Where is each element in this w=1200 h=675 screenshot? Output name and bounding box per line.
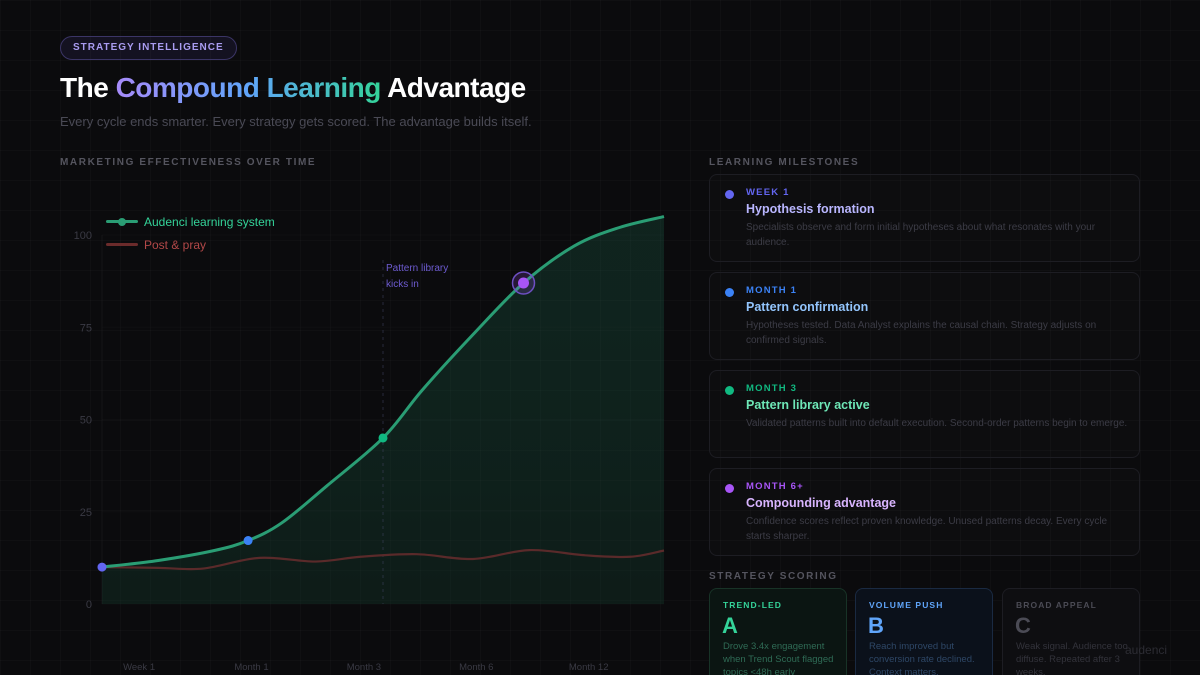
milestone-title: Hypothesis formation xyxy=(746,202,875,216)
milestone-marker xyxy=(243,536,253,546)
milestone-desc: Validated patterns built into default ex… xyxy=(746,418,1128,429)
score-grade: A xyxy=(722,613,738,638)
milestone-desc: Specialists observe and form initial hyp… xyxy=(746,222,1096,248)
effectiveness-chart: 0 25 50 75 100 Week 1 Month 1 Month 3 Month 6 Mon… xyxy=(74,215,665,673)
legend-swatch-learning xyxy=(106,217,138,226)
milestone-dot xyxy=(725,190,734,199)
milestone-marker xyxy=(518,277,529,289)
milestone-when: MONTH 6+ xyxy=(746,481,804,492)
post-pray-line xyxy=(101,549,665,571)
score-desc: Reach improved but conversion rate decli… xyxy=(869,641,975,675)
brand-watermark: audenci xyxy=(1125,643,1168,657)
y-tick-label: 50 xyxy=(80,415,92,427)
milestone-card-month3: MONTH 3 Pattern library active Validated… xyxy=(709,370,1140,458)
x-tick-label: Week 1 xyxy=(123,662,155,673)
score-grade: C xyxy=(1015,613,1031,638)
chart-section-label: MARKETING EFFECTIVENESS OVER TIME xyxy=(60,157,317,168)
y-tick-label: 100 xyxy=(74,230,92,242)
page-subtitle: Every cycle ends smarter. Every strategy… xyxy=(60,114,532,129)
y-tick-label: 25 xyxy=(80,507,92,519)
annotation-label-line2: kicks in xyxy=(386,279,419,290)
annotation-label-line1: Pattern library xyxy=(386,263,448,274)
scoring-section-label: STRATEGY SCORING xyxy=(709,571,838,582)
title-highlight: Compound Learning xyxy=(115,72,382,103)
milestone-when: WEEK 1 xyxy=(746,187,790,198)
chart-legend: Audenci learning system Post & pray xyxy=(106,210,275,256)
milestone-title: Pattern library active xyxy=(746,398,870,412)
score-card-broad-appeal: BROAD APPEAL C Weak signal. Audience too… xyxy=(1002,588,1140,675)
milestones-section-label: LEARNING MILESTONES xyxy=(709,157,860,168)
score-grade: B xyxy=(868,613,884,638)
legend-label-post-pray: Post & pray xyxy=(144,237,207,252)
milestone-dot xyxy=(725,288,734,297)
title-prefix: The xyxy=(60,72,116,103)
milestone-dot xyxy=(725,484,734,493)
milestone-card-month1: MONTH 1 Pattern confirmation Hypotheses … xyxy=(709,272,1140,360)
milestone-marker xyxy=(378,433,388,443)
score-desc: Weak signal. Audience too diffuse. Repea… xyxy=(1016,641,1128,675)
legend-label-learning: Audenci learning system xyxy=(144,214,275,229)
learning-area-fill xyxy=(102,216,664,605)
milestone-desc: Hypotheses tested. Data Analyst explains… xyxy=(746,320,1097,346)
title-suffix: Advantage xyxy=(380,72,526,103)
score-label: VOLUME PUSH xyxy=(869,600,944,610)
x-tick-label: Month 3 xyxy=(347,662,381,673)
milestone-card-week1: WEEK 1 Hypothesis formation Specialists … xyxy=(709,174,1140,262)
legend-swatch-post-pray xyxy=(106,243,138,246)
legend-item-post-pray: Post & pray xyxy=(106,233,275,256)
milestone-title: Pattern confirmation xyxy=(746,300,869,314)
x-tick-label: Month 12 xyxy=(569,662,609,673)
milestone-desc: Confidence scores reflect proven knowled… xyxy=(746,516,1108,542)
milestone-card-month6: MONTH 6+ Compounding advantage Confidenc… xyxy=(709,468,1140,556)
y-tick-label: 75 xyxy=(80,322,92,334)
x-tick-label: Month 1 xyxy=(234,662,268,673)
milestone-title: Compounding advantage xyxy=(746,496,896,510)
milestone-when: MONTH 1 xyxy=(746,285,798,296)
score-label: TREND-LED xyxy=(723,600,783,610)
score-label: BROAD APPEAL xyxy=(1016,600,1097,610)
legend-item-learning: Audenci learning system xyxy=(106,210,275,233)
milestone-marker xyxy=(97,562,107,572)
score-desc: Drove 3.4x engagement when Trend Scout f… xyxy=(723,641,834,675)
y-tick-label: 0 xyxy=(86,599,92,611)
milestone-dot xyxy=(725,386,734,395)
score-card-volume-push: VOLUME PUSH B Reach improved but convers… xyxy=(855,588,993,675)
x-tick-label: Month 6 xyxy=(459,662,493,673)
page-title: The Compound Learning Advantage xyxy=(60,72,526,104)
milestone-when: MONTH 3 xyxy=(746,383,798,394)
score-card-trend-led: TREND-LED A Drove 3.4x engagement when T… xyxy=(709,588,847,675)
eyebrow-badge: STRATEGY INTELLIGENCE xyxy=(60,36,237,60)
